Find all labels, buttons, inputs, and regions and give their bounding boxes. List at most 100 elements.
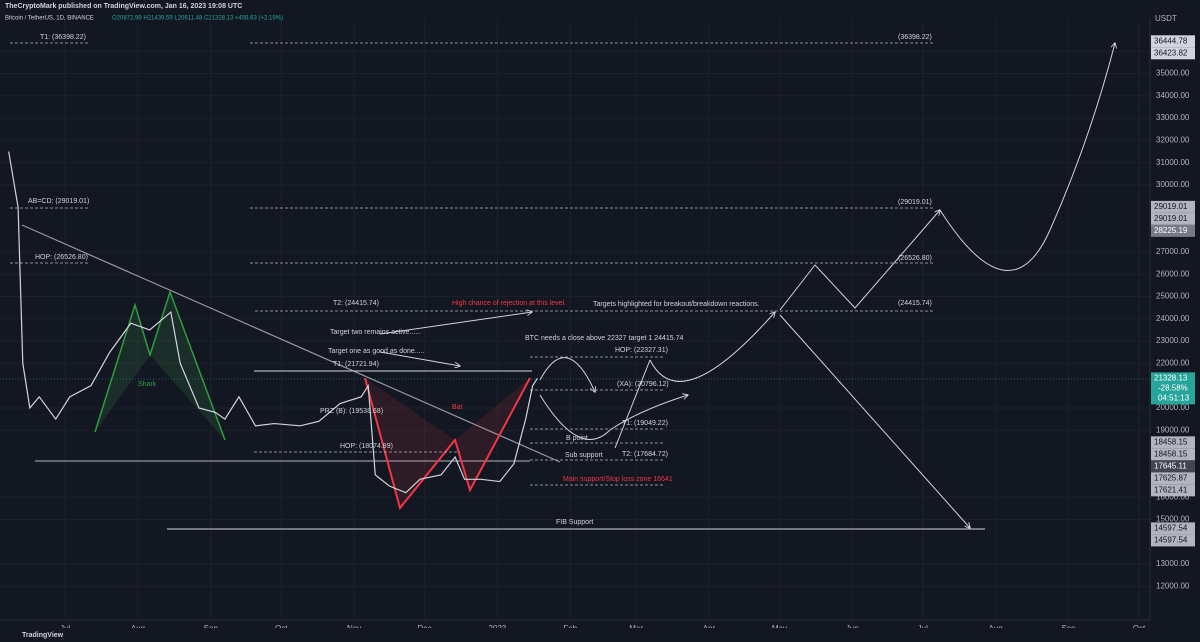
annotation: Shark: [138, 381, 157, 388]
plot: T1: (36398.22) (36398.22) AB=CD: (29019.01…: [8, 34, 932, 526]
annotation: B point: [566, 435, 588, 442]
y-tick-label: 31000.00: [1156, 158, 1190, 167]
price-label-box: [1151, 534, 1195, 547]
price-line: [8, 151, 538, 494]
annotation: T2: (17684.72): [622, 451, 668, 458]
annotation: High chance of rejection at this level.: [452, 300, 566, 307]
levels: [10, 42, 935, 486]
price-label: 17645.11: [1154, 461, 1187, 470]
price-label-box: [1151, 200, 1195, 213]
unit: USDT: [1155, 14, 1177, 23]
price-label-box: [1151, 522, 1195, 535]
price-label: 14597.54: [1154, 536, 1188, 545]
countdown: 04:51:13: [1158, 393, 1190, 402]
last-price-box: [1151, 372, 1195, 405]
y-tick-label: 23000.00: [1156, 336, 1190, 345]
annotation: T1: (19049.22): [622, 420, 668, 427]
price-label-box: [1151, 484, 1195, 497]
annotation: Target two remains active......: [330, 329, 421, 336]
bat-fill: [365, 378, 455, 508]
symbol: Bitcoin / TetherUS, 1D, BINANCE: [5, 16, 94, 22]
projection: [614, 312, 775, 449]
price-label: 17625.87: [1154, 473, 1188, 482]
brand: TradingView: [22, 632, 64, 639]
change-label: -28.58%: [1158, 383, 1188, 392]
annotation: Target one as good as done.....: [328, 348, 425, 355]
bat-pattern: [364, 377, 531, 511]
projection: [609, 395, 688, 431]
annotation: BTC needs a close above 22327 target 1 2…: [525, 335, 683, 342]
y-tick-label: 16000.00: [1156, 492, 1190, 501]
last-price: 21328.13: [1154, 373, 1188, 382]
shark-pattern: [94, 289, 226, 441]
annotation: Bat: [452, 404, 463, 411]
y-tick-label: 20000.00: [1156, 403, 1190, 412]
price-label-box: [1151, 472, 1195, 485]
price-label: 14597.54: [1154, 524, 1188, 533]
publisher: TheCryptoMark published on TradingView.c…: [5, 3, 242, 10]
y-tick-label: 26000.00: [1156, 269, 1190, 278]
y-tick-label: 15000.00: [1156, 515, 1190, 524]
y-tick-label: 35000.00: [1156, 69, 1190, 78]
annotation: FIB Support: [556, 519, 593, 526]
price-label-box: [1151, 35, 1195, 48]
arrow: [379, 351, 460, 366]
price-label: 28225.19: [1154, 226, 1188, 235]
annotation: (29019.01): [898, 199, 932, 206]
y-tick-label: 34000.00: [1156, 91, 1190, 100]
annotation: Sub support: [565, 452, 603, 459]
shark-fill: [95, 305, 150, 432]
price-label: 36423.82: [1154, 48, 1188, 57]
projection: [539, 357, 595, 392]
trendline: [21, 224, 561, 463]
annotation: (XA): (20796.12): [617, 381, 669, 388]
annotation: AB=CD: (29019.01): [28, 198, 89, 205]
annotation: T1: (21721.94): [333, 361, 379, 368]
price-label: 36444.78: [1154, 36, 1188, 45]
bat-fill: [455, 378, 530, 490]
price-label: 18458.15: [1154, 437, 1188, 446]
annotation: HOP: (22327.31): [615, 347, 668, 354]
price-label-box: [1151, 212, 1195, 225]
y-tick-label: 25000.00: [1156, 292, 1190, 301]
grid: [0, 20, 1150, 620]
price-label-box: [1151, 448, 1195, 461]
ohlc: O20872.99 H21439.59 L20611.48 C21328.13 …: [112, 16, 283, 22]
y-tick-label: 19000.00: [1156, 425, 1190, 434]
projection: [539, 394, 611, 440]
price-label-box: [1151, 460, 1195, 473]
y-tick-label: 32000.00: [1156, 136, 1190, 145]
annotation: (36398.22): [898, 34, 932, 41]
price-label: 29019.01: [1154, 202, 1188, 211]
annotation: HOP: (26526.80): [35, 254, 88, 261]
projection: [779, 314, 970, 528]
y-tick-label: 30000.00: [1156, 180, 1190, 189]
y-tick-label: 22000.00: [1156, 358, 1190, 367]
price-label: 17621.41: [1154, 485, 1188, 494]
price-label-box: [1151, 224, 1195, 237]
y-tick-label: 13000.00: [1156, 559, 1190, 568]
y-tick-label: 27000.00: [1156, 247, 1190, 256]
price-label: 29019.01: [1154, 214, 1188, 223]
annotation: Targets highlighted for breakout/breakdo…: [593, 301, 760, 308]
annotation: T2: (24415.74): [333, 300, 379, 307]
annotation: (24415.74): [898, 300, 932, 307]
price-label: 18458.15: [1154, 449, 1188, 458]
shark-fill: [150, 292, 225, 440]
price-label-box: [1151, 47, 1195, 60]
footer: [0, 628, 1200, 642]
annotation: HOP: (18074.89): [340, 443, 393, 450]
annotation: Main support/Stop loss zone 16641: [563, 476, 673, 483]
arrow: [379, 312, 532, 335]
annotation: T1: (36398.22): [40, 34, 86, 41]
projection: [779, 210, 940, 311]
projection: [939, 43, 1115, 271]
price-label-box: [1151, 436, 1195, 449]
annotation: (26526.80): [898, 255, 932, 262]
y-tick-label: 33000.00: [1156, 113, 1190, 122]
y-tick-label: 24000.00: [1156, 314, 1190, 323]
price-axis: [1150, 20, 1200, 620]
y-tick-label: 12000.00: [1156, 581, 1190, 590]
